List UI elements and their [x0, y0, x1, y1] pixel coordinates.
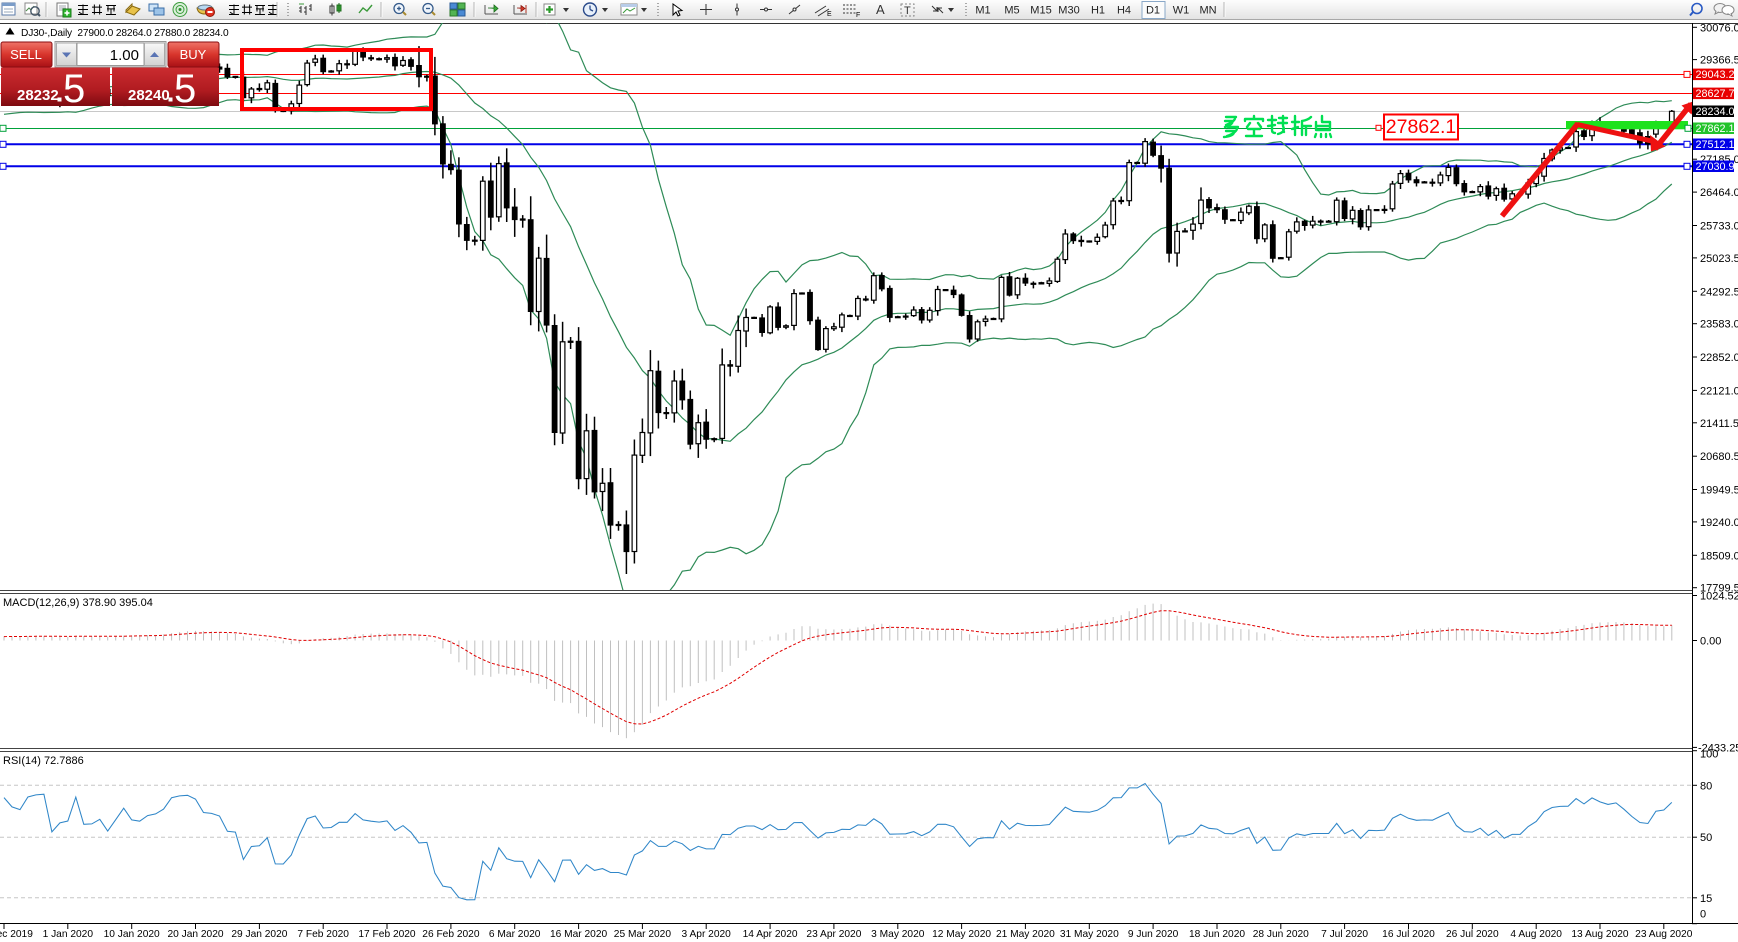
svg-text:27030.9: 27030.9 — [1696, 161, 1735, 173]
svg-text:1 Jan 2020: 1 Jan 2020 — [43, 929, 94, 940]
svg-text:BUY: BUY — [180, 47, 207, 62]
svg-text:19949.5: 19949.5 — [1700, 485, 1738, 497]
svg-text:26 Jul 2020: 26 Jul 2020 — [1446, 929, 1499, 940]
svg-text:E: E — [827, 11, 832, 18]
svg-text:20680.5: 20680.5 — [1700, 451, 1738, 463]
svg-text:23 Aug 2020: 23 Aug 2020 — [1635, 929, 1693, 940]
svg-text:26 Feb 2020: 26 Feb 2020 — [422, 929, 480, 940]
svg-text:-2433.25: -2433.25 — [1698, 742, 1738, 754]
svg-text:15: 15 — [1700, 893, 1712, 905]
svg-text:50: 50 — [1700, 832, 1712, 844]
svg-text:25733.0: 25733.0 — [1700, 221, 1738, 233]
svg-text:F: F — [856, 12, 860, 19]
svg-text:28627.7: 28627.7 — [1696, 88, 1735, 100]
svg-text:21 May 2020: 21 May 2020 — [996, 929, 1055, 940]
svg-text:0.00: 0.00 — [1700, 636, 1721, 648]
svg-text:3 May 2020: 3 May 2020 — [871, 929, 925, 940]
svg-text:30076.0: 30076.0 — [1700, 22, 1738, 34]
svg-text:1024.52: 1024.52 — [1700, 591, 1738, 603]
svg-text:25 Mar 2020: 25 Mar 2020 — [614, 929, 672, 940]
svg-text:22121.0: 22121.0 — [1700, 385, 1738, 397]
svg-text:SELL: SELL — [10, 47, 42, 62]
svg-text:DJ30-,Daily 27900.0 28264.0 2: DJ30-,Daily 27900.0 28264.0 27880.0 2823… — [21, 28, 229, 39]
svg-text:H4: H4 — [1117, 5, 1131, 17]
svg-text:M1: M1 — [975, 5, 990, 17]
svg-text:14 Apr 2020: 14 Apr 2020 — [743, 929, 798, 940]
svg-text:29 Jan 2020: 29 Jan 2020 — [231, 929, 287, 940]
svg-text:31 May 2020: 31 May 2020 — [1060, 929, 1119, 940]
svg-text:29366.5: 29366.5 — [1700, 55, 1738, 67]
svg-text:3 Apr 2020: 3 Apr 2020 — [682, 929, 732, 940]
svg-text:7 Jul 2020: 7 Jul 2020 — [1321, 929, 1368, 940]
svg-text:M30: M30 — [1058, 5, 1079, 17]
svg-text:4 Aug 2020: 4 Aug 2020 — [1510, 929, 1562, 940]
svg-text:7 Feb 2020: 7 Feb 2020 — [297, 929, 349, 940]
svg-text:M15: M15 — [1030, 5, 1051, 17]
svg-text:26464.0: 26464.0 — [1700, 187, 1738, 199]
svg-text:24292.5: 24292.5 — [1700, 286, 1738, 298]
svg-text:D1: D1 — [1146, 5, 1160, 17]
svg-text:28232: 28232 — [17, 87, 59, 104]
svg-text:28234.0: 28234.0 — [1696, 106, 1735, 118]
svg-text:27512.1: 27512.1 — [1696, 139, 1735, 151]
svg-text:21411.5: 21411.5 — [1700, 418, 1738, 430]
svg-text:20 Jan 2020: 20 Jan 2020 — [167, 929, 223, 940]
svg-text:1.00: 1.00 — [110, 47, 139, 64]
svg-text:23 Apr 2020: 23 Apr 2020 — [806, 929, 861, 940]
svg-text:RSI(14) 72.7886: RSI(14) 72.7886 — [3, 755, 84, 767]
svg-text:6 Mar 2020: 6 Mar 2020 — [489, 929, 541, 940]
svg-text:16 Mar 2020: 16 Mar 2020 — [550, 929, 608, 940]
svg-text:80: 80 — [1700, 780, 1712, 792]
svg-text:17799.5: 17799.5 — [1700, 583, 1738, 595]
svg-text:25023.5: 25023.5 — [1700, 253, 1738, 265]
svg-text:H1: H1 — [1091, 5, 1105, 17]
svg-text:M5: M5 — [1004, 5, 1019, 17]
svg-text:18509.0: 18509.0 — [1700, 550, 1738, 562]
svg-text:27862.1: 27862.1 — [1696, 123, 1735, 135]
svg-text:A: A — [876, 2, 885, 17]
svg-text:5: 5 — [174, 67, 196, 111]
svg-text:9 Jun 2020: 9 Jun 2020 — [1128, 929, 1179, 940]
svg-text:22852.0: 22852.0 — [1700, 352, 1738, 364]
svg-text:23 Dec 2019: 23 Dec 2019 — [0, 929, 33, 940]
svg-text:100: 100 — [1700, 749, 1718, 761]
svg-text:MN: MN — [1199, 5, 1216, 17]
svg-text:29043.2: 29043.2 — [1696, 69, 1735, 81]
svg-text:19240.0: 19240.0 — [1700, 517, 1738, 529]
svg-text:12 May 2020: 12 May 2020 — [932, 929, 991, 940]
svg-text:MACD(12,26,9) 378.90 395.04: MACD(12,26,9) 378.90 395.04 — [3, 597, 153, 609]
svg-text:28 Jun 2020: 28 Jun 2020 — [1253, 929, 1309, 940]
svg-text:18 Jun 2020: 18 Jun 2020 — [1189, 929, 1245, 940]
svg-text:0: 0 — [1700, 909, 1706, 921]
svg-text:27862.1: 27862.1 — [1386, 116, 1457, 138]
svg-text:5: 5 — [63, 67, 85, 111]
svg-text:23583.0: 23583.0 — [1700, 319, 1738, 331]
svg-text:13 Aug 2020: 13 Aug 2020 — [1571, 929, 1629, 940]
svg-text:W1: W1 — [1173, 5, 1190, 17]
svg-text:28240: 28240 — [128, 87, 170, 104]
svg-text:10 Jan 2020: 10 Jan 2020 — [104, 929, 160, 940]
svg-text:17 Feb 2020: 17 Feb 2020 — [358, 929, 416, 940]
svg-text:T: T — [904, 5, 911, 17]
svg-text:16 Jul 2020: 16 Jul 2020 — [1382, 929, 1435, 940]
